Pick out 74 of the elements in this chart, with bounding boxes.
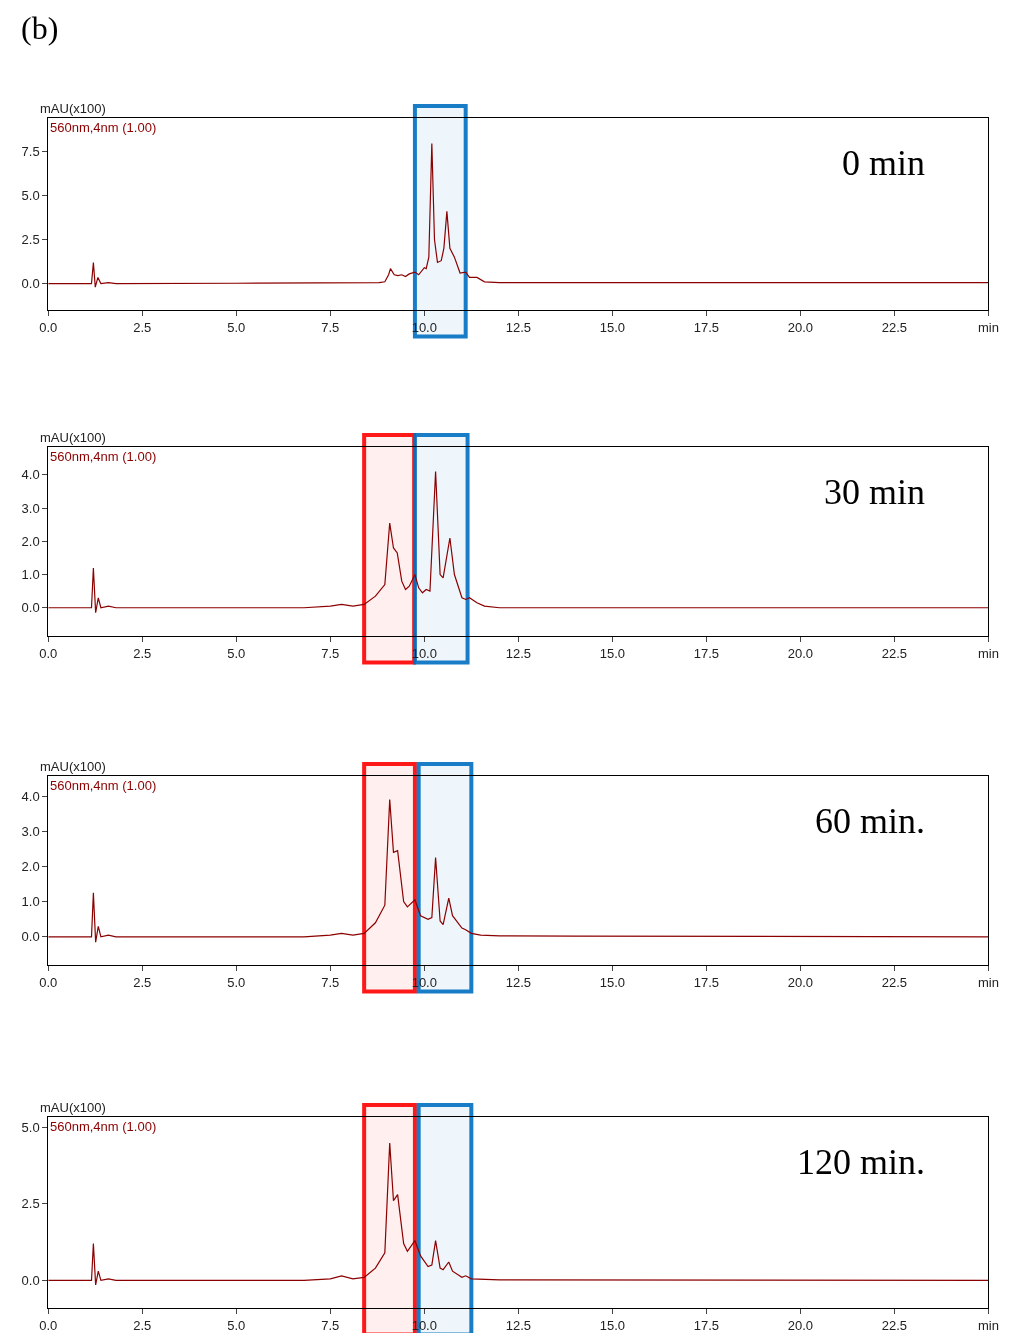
y-axis-title: mAU(x100) (40, 1100, 106, 1115)
x-tick-label: 20.0 (787, 645, 814, 661)
x-tick-label: 22.5 (881, 319, 908, 335)
x-tick-label: 12.5 (505, 1317, 531, 1333)
x-tick-label: 2.5 (133, 974, 152, 990)
x-tick-label: 0.0 (39, 645, 58, 661)
y-tick-label: 0.0 (21, 276, 40, 292)
x-tick-label: 20.0 (787, 319, 814, 335)
x-tick-label: 17.5 (693, 974, 720, 990)
x-tick-label: 7.5 (321, 1317, 340, 1333)
x-tick-label: 2.5 (133, 645, 152, 661)
x-tick-label: 17.5 (693, 1317, 720, 1333)
y-tick-label: 1.0 (21, 567, 40, 583)
y-tick-label: 4.0 (21, 788, 40, 804)
x-tick-label: 15.0 (599, 645, 625, 661)
x-tick-label: 20.0 (787, 974, 814, 990)
y-tick-label: 3.0 (21, 500, 40, 516)
x-tick-label: 15.0 (599, 319, 625, 335)
y-tick-label: 2.0 (21, 533, 40, 549)
annotation: 60 min. (815, 801, 926, 841)
line-series (48, 1142, 989, 1286)
x-tick-label: min (977, 319, 999, 335)
x-tick-label: min (977, 645, 999, 661)
y-tick-label: 5.0 (21, 1119, 40, 1135)
x-tick-label: 22.5 (881, 1317, 908, 1333)
y-axis-title: mAU(x100) (40, 101, 106, 116)
text: 560nm,4nm (1.00) (50, 120, 157, 135)
text: 560nm,4nm (1.00) (50, 778, 157, 793)
x-tick-label: 15.0 (599, 974, 625, 990)
x-tick-label: 0.0 (39, 1317, 58, 1333)
y-tick-label: 2.5 (21, 1196, 40, 1212)
line-series (48, 142, 989, 288)
text: 560nm,4nm (1.00) (50, 1119, 157, 1134)
x-tick-label: 22.5 (881, 974, 908, 990)
x-tick-label: 17.5 (693, 645, 720, 661)
x-tick-label: 22.5 (881, 645, 908, 661)
x-tick-label: 12.5 (505, 974, 531, 990)
annotation: 0 min (842, 143, 926, 183)
x-tick-label: 20.0 (787, 1317, 814, 1333)
y-tick-label: 2.0 (21, 859, 40, 874)
y-tick-label: 7.5 (21, 144, 40, 160)
x-tick-label: 12.5 (505, 645, 531, 661)
y-tick-label: 4.0 (21, 467, 40, 483)
x-tick-label: 0.0 (39, 974, 58, 990)
x-tick-label: min (977, 1317, 999, 1333)
line-series (48, 798, 989, 943)
y-tick-label: 1.0 (21, 894, 40, 910)
x-tick-label: 7.5 (321, 319, 340, 335)
x-tick-label: 2.5 (133, 319, 152, 335)
annotation: 120 min. (797, 1142, 926, 1182)
annotation: 30 min (824, 472, 926, 512)
y-tick-label: 0.0 (21, 600, 40, 616)
x-tick-label: min (977, 974, 999, 990)
x-tick-label: 5.0 (227, 1317, 246, 1333)
y-tick-label: 0.0 (21, 1272, 40, 1288)
x-tick-label: 7.5 (321, 974, 340, 990)
text: 560nm,4nm (1.00) (50, 449, 157, 464)
x-tick-label: 7.5 (321, 645, 340, 661)
x-tick-label: 12.5 (505, 319, 531, 335)
x-tick-label: 5.0 (227, 645, 246, 661)
x-tick-label: 15.0 (599, 1317, 625, 1333)
y-tick-label: 2.5 (21, 232, 40, 248)
y-axis-title: mAU(x100) (40, 759, 106, 774)
y-tick-label: 0.0 (21, 929, 40, 945)
x-tick-label: 2.5 (133, 1317, 152, 1333)
line-series (48, 470, 989, 614)
y-axis-title: mAU(x100) (40, 430, 106, 445)
x-tick-label: 17.5 (693, 319, 720, 335)
x-tick-label: 5.0 (227, 974, 246, 990)
y-tick-label: 5.0 (21, 188, 40, 204)
x-tick-label: 5.0 (227, 319, 246, 335)
y-tick-label: 3.0 (21, 823, 40, 839)
x-tick-label: 0.0 (39, 319, 58, 335)
chart-title: (b) (21, 10, 59, 46)
